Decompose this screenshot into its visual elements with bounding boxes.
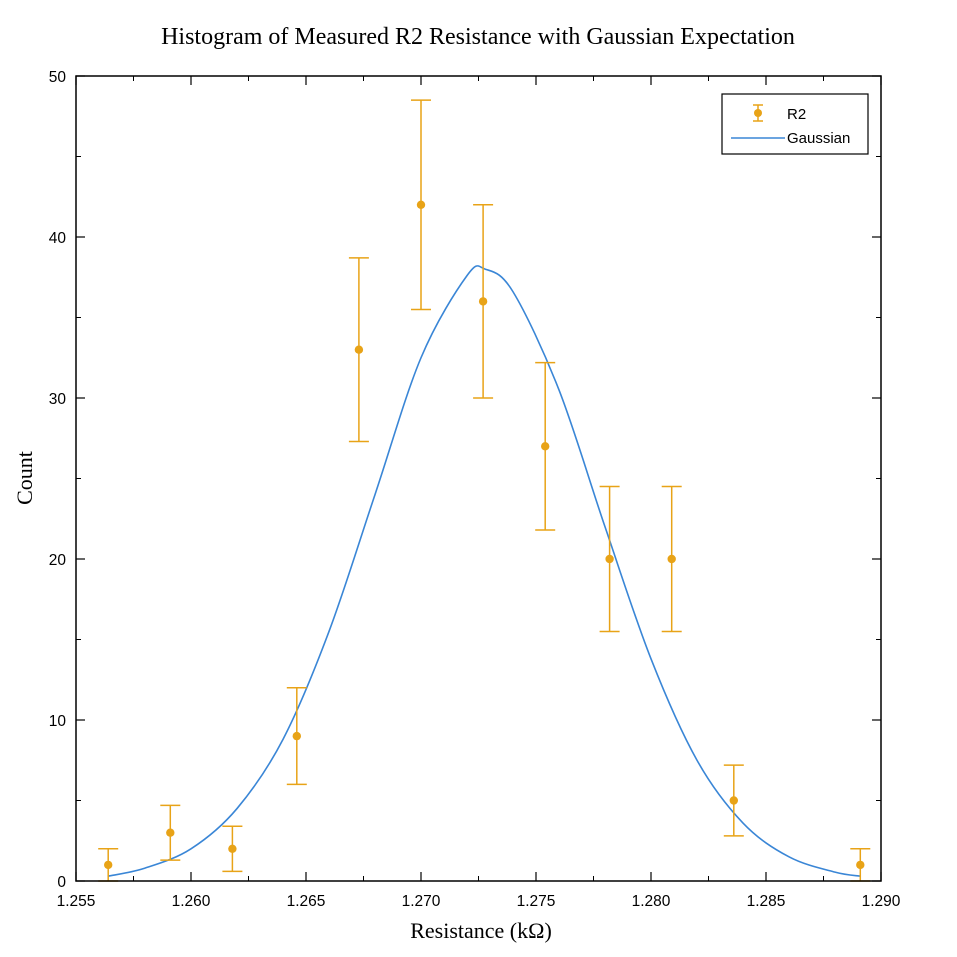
r2-point [729, 796, 738, 805]
x-axis-label: Resistance (kΩ) [410, 918, 552, 943]
r2-point [166, 828, 175, 837]
legend-label-r2: R2 [787, 106, 806, 123]
r2-point-group [473, 204, 494, 399]
r2-point-group [286, 687, 307, 786]
y-tick-label: 50 [49, 69, 67, 86]
r2-point [478, 297, 488, 306]
r2-point [354, 345, 364, 354]
r2-point-group [222, 825, 243, 873]
y-tick-label: 10 [49, 713, 67, 730]
x-tick-label: 1.285 [747, 893, 786, 910]
series-layer [98, 99, 871, 882]
r2-point [605, 554, 614, 564]
y-axis-label: Count [12, 451, 37, 505]
y-axis: 0 10 20 30 40 50 [49, 69, 881, 891]
x-tick-label: 1.270 [402, 893, 441, 910]
r2-point-group [535, 361, 556, 531]
y-tick-label: 0 [57, 874, 66, 891]
r2-point [228, 844, 237, 853]
y-tick-label: 30 [49, 391, 67, 408]
y-tick-label: 40 [49, 230, 67, 247]
r2-point-group [661, 485, 682, 633]
r2-point-group [599, 485, 620, 633]
legend: R2 Gaussian [721, 93, 869, 155]
x-tick-label: 1.255 [57, 893, 96, 910]
legend-entry-r2: R2 [753, 104, 806, 123]
r2-point [541, 442, 550, 451]
legend-box [721, 93, 869, 155]
x-tick-label: 1.275 [517, 893, 556, 910]
r2-point [856, 860, 865, 870]
r2-point-group [98, 848, 119, 882]
legend-label-gaussian: Gaussian [787, 130, 850, 147]
x-tick-label: 1.290 [862, 893, 901, 910]
gaussian-curve [108, 265, 861, 877]
r2-point [416, 200, 426, 209]
x-axis: 1.255 1.260 1.265 1.270 1.275 1.280 1.285 1.290 [57, 76, 901, 910]
x-tick-label: 1.265 [287, 893, 326, 910]
r2-point-group [723, 764, 744, 837]
y-tick-label: 20 [49, 552, 67, 569]
x-tick-label: 1.260 [172, 893, 211, 910]
r2-point [292, 731, 301, 741]
plot-frame [75, 75, 882, 882]
x-tick-label: 1.280 [632, 893, 671, 910]
r2-point [667, 554, 676, 564]
r2-point-group [348, 257, 369, 443]
chart-title: Histogram of Measured R2 Resistance with… [161, 24, 795, 50]
legend-entry-gaussian: Gaussian [731, 130, 850, 147]
r2-point [104, 860, 113, 870]
legend-r2-marker [754, 109, 762, 117]
r2-point-group [160, 804, 181, 861]
r2-point-group [411, 99, 431, 311]
